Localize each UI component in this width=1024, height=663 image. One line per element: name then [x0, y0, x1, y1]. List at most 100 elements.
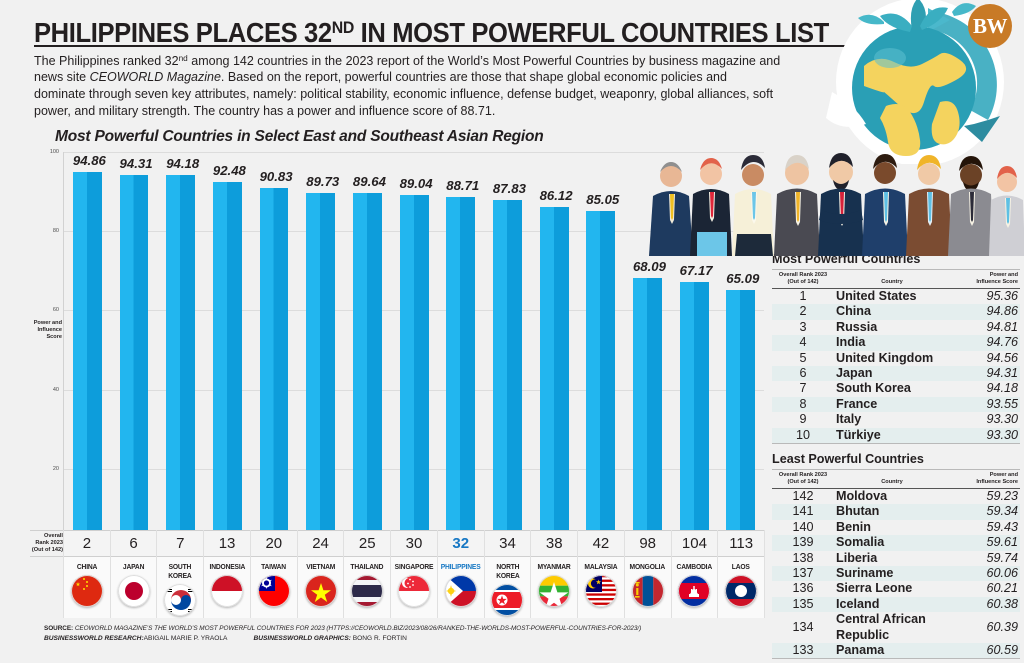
country-cell[interactable]: 42 MALAYSIA	[577, 530, 624, 618]
cell-country: United Kingdom	[836, 350, 934, 365]
bar-slot[interactable]: 87.83	[484, 152, 531, 548]
country-cell[interactable]: 104 CAMBODIA	[670, 530, 718, 618]
table-row[interactable]: 3 Russia 94.81	[772, 320, 1020, 335]
bar-slot[interactable]: 89.04	[391, 152, 438, 548]
country-cell[interactable]: 34 NORTH KOREA	[483, 530, 531, 618]
bar[interactable]: 88.71	[446, 178, 479, 548]
bar-slot[interactable]: 90.83	[251, 152, 298, 548]
bar-slot[interactable]: 88.71	[437, 152, 484, 548]
rank-header-line2: (Out of 142)	[31, 547, 63, 553]
chart-title: Most Powerful Countries in Select East a…	[55, 128, 544, 145]
bar-slot[interactable]: 67.17	[671, 152, 718, 548]
table-row[interactable]: 141 Bhutan 59.34	[772, 504, 1020, 520]
country-name: SOUTH KOREA	[168, 562, 193, 580]
country-cell[interactable]: 32 PHILIPPINES	[436, 530, 484, 618]
bar-slot[interactable]: 94.18	[157, 152, 204, 548]
bar[interactable]: 86.12	[539, 188, 573, 548]
country-rank: 6	[110, 530, 157, 557]
table-row[interactable]: 2 China 94.86	[772, 304, 1020, 320]
bar[interactable]: 94.18	[166, 156, 199, 548]
country-name: JAPAN	[122, 562, 145, 571]
cell-score: 59.43	[986, 519, 1018, 534]
deck-paragraph: The Philippines ranked 32nd among 142 co…	[34, 50, 781, 119]
table-row[interactable]: 135 Iceland 60.38	[772, 596, 1020, 613]
country-cell[interactable]: 7 SOUTH KOREA	[156, 530, 204, 618]
bar-slot[interactable]: 86.12	[531, 152, 578, 548]
bar-slot[interactable]: 65.09	[717, 152, 764, 548]
bar-slot[interactable]: 94.31	[111, 152, 158, 548]
bar-slot[interactable]: 94.86	[64, 152, 111, 548]
bar[interactable]: 67.17	[679, 263, 713, 548]
bar[interactable]: 65.09	[726, 271, 759, 548]
bar-slot[interactable]: 68.09	[624, 152, 671, 548]
table-row[interactable]: 133 Panama 60.59	[772, 643, 1020, 660]
country-cell[interactable]: 20 TAIWAN	[249, 530, 297, 618]
deck-ordinal: nd	[178, 53, 188, 63]
cell-rank: 141	[772, 504, 834, 520]
country-cell[interactable]: 38 MYANMAR	[530, 530, 578, 618]
cell-country: Panama	[834, 643, 950, 660]
bar[interactable]: 94.86	[72, 153, 106, 548]
country-cell[interactable]: 30 SINGAPORE	[390, 530, 437, 618]
table-row[interactable]: 9 Italy 93.30	[772, 412, 1020, 427]
cell-country: China	[834, 304, 950, 320]
bar-slot[interactable]: 92.48	[204, 152, 251, 548]
bar-value-label: 68.09	[632, 259, 666, 275]
bar-slot[interactable]: 89.73	[297, 152, 344, 548]
table-row[interactable]: 139 Somalia 59.61	[772, 535, 1020, 551]
table-row[interactable]: 136 Sierra Leone 60.21	[772, 581, 1020, 596]
country-name: VIETNAM	[306, 562, 335, 571]
page-title-ordinal: ND	[331, 18, 355, 37]
bar[interactable]: 89.04	[399, 176, 433, 548]
cell-rank: 1	[799, 289, 807, 303]
table-row[interactable]: 142 Moldova 59.23	[772, 489, 1020, 505]
country-cell[interactable]: 113 LAOS	[717, 530, 766, 618]
table-row[interactable]: 7 South Korea 94.18	[772, 381, 1020, 396]
country-cell[interactable]: 6 JAPAN	[109, 530, 157, 618]
col-header-score-line2: Influence Score	[976, 278, 1018, 285]
flag-icon	[725, 575, 758, 607]
bar-slot[interactable]: 89.64	[344, 152, 391, 548]
cell-score: 60.39	[986, 619, 1018, 634]
country-name: MYANMAR	[537, 562, 571, 571]
bar[interactable]: 89.64	[352, 174, 386, 548]
deck-part-2: among 142 countries in the 2023 report o…	[34, 52, 781, 85]
table-row[interactable]: 137 Suriname 60.06	[772, 566, 1020, 582]
bar[interactable]: 92.48	[212, 163, 246, 548]
bar-slot[interactable]: 85.05	[577, 152, 624, 548]
table-row[interactable]: 10 Türkiye 93.30	[772, 427, 1020, 445]
table-row[interactable]: 134 Central African Republic 60.39	[772, 612, 1020, 643]
bar[interactable]: 94.31	[119, 156, 153, 548]
cell-country: France	[834, 396, 950, 413]
bar[interactable]: 85.05	[586, 192, 619, 548]
table-row[interactable]: 5 United Kingdom 94.56	[772, 351, 1020, 366]
cell-country: Iceland	[834, 596, 950, 613]
bar[interactable]: 90.83	[259, 169, 293, 548]
country-cell[interactable]: 2 CHINA	[63, 530, 110, 618]
y-axis-tick: 20	[52, 465, 59, 472]
table-row[interactable]: 138 Liberia 59.74	[772, 551, 1020, 566]
table-row[interactable]: 1 United States 95.36	[772, 289, 1020, 305]
country-cell[interactable]: 24 VIETNAM	[296, 530, 344, 618]
title-divider	[34, 45, 858, 47]
cell-score: 94.18	[986, 381, 1018, 396]
country-cell[interactable]: 98 MONGOLIA	[623, 530, 671, 618]
flag-icon	[304, 575, 337, 607]
flag-icon	[678, 575, 711, 607]
cell-country: Moldova	[836, 489, 888, 503]
bar[interactable]: 89.73	[306, 174, 339, 548]
col-header-score: Power and Influence Score	[950, 269, 1020, 289]
bar-value-label: 89.64	[352, 174, 386, 190]
col-header-country: Country	[834, 269, 950, 289]
table-row[interactable]: 8 France 93.55	[772, 396, 1020, 413]
country-cell[interactable]: 25 THAILAND	[343, 530, 391, 618]
flag-icon	[117, 575, 150, 607]
bar[interactable]: 68.09	[632, 259, 666, 548]
table-row[interactable]: 6 Japan 94.31	[772, 366, 1020, 382]
bar[interactable]: 87.83	[492, 181, 526, 548]
table-row[interactable]: 4 India 94.76	[772, 335, 1020, 351]
country-rank: 32	[437, 530, 484, 557]
country-cell[interactable]: 13 INDONESIA	[203, 530, 250, 618]
table-row[interactable]: 140 Benin 59.43	[772, 520, 1020, 535]
